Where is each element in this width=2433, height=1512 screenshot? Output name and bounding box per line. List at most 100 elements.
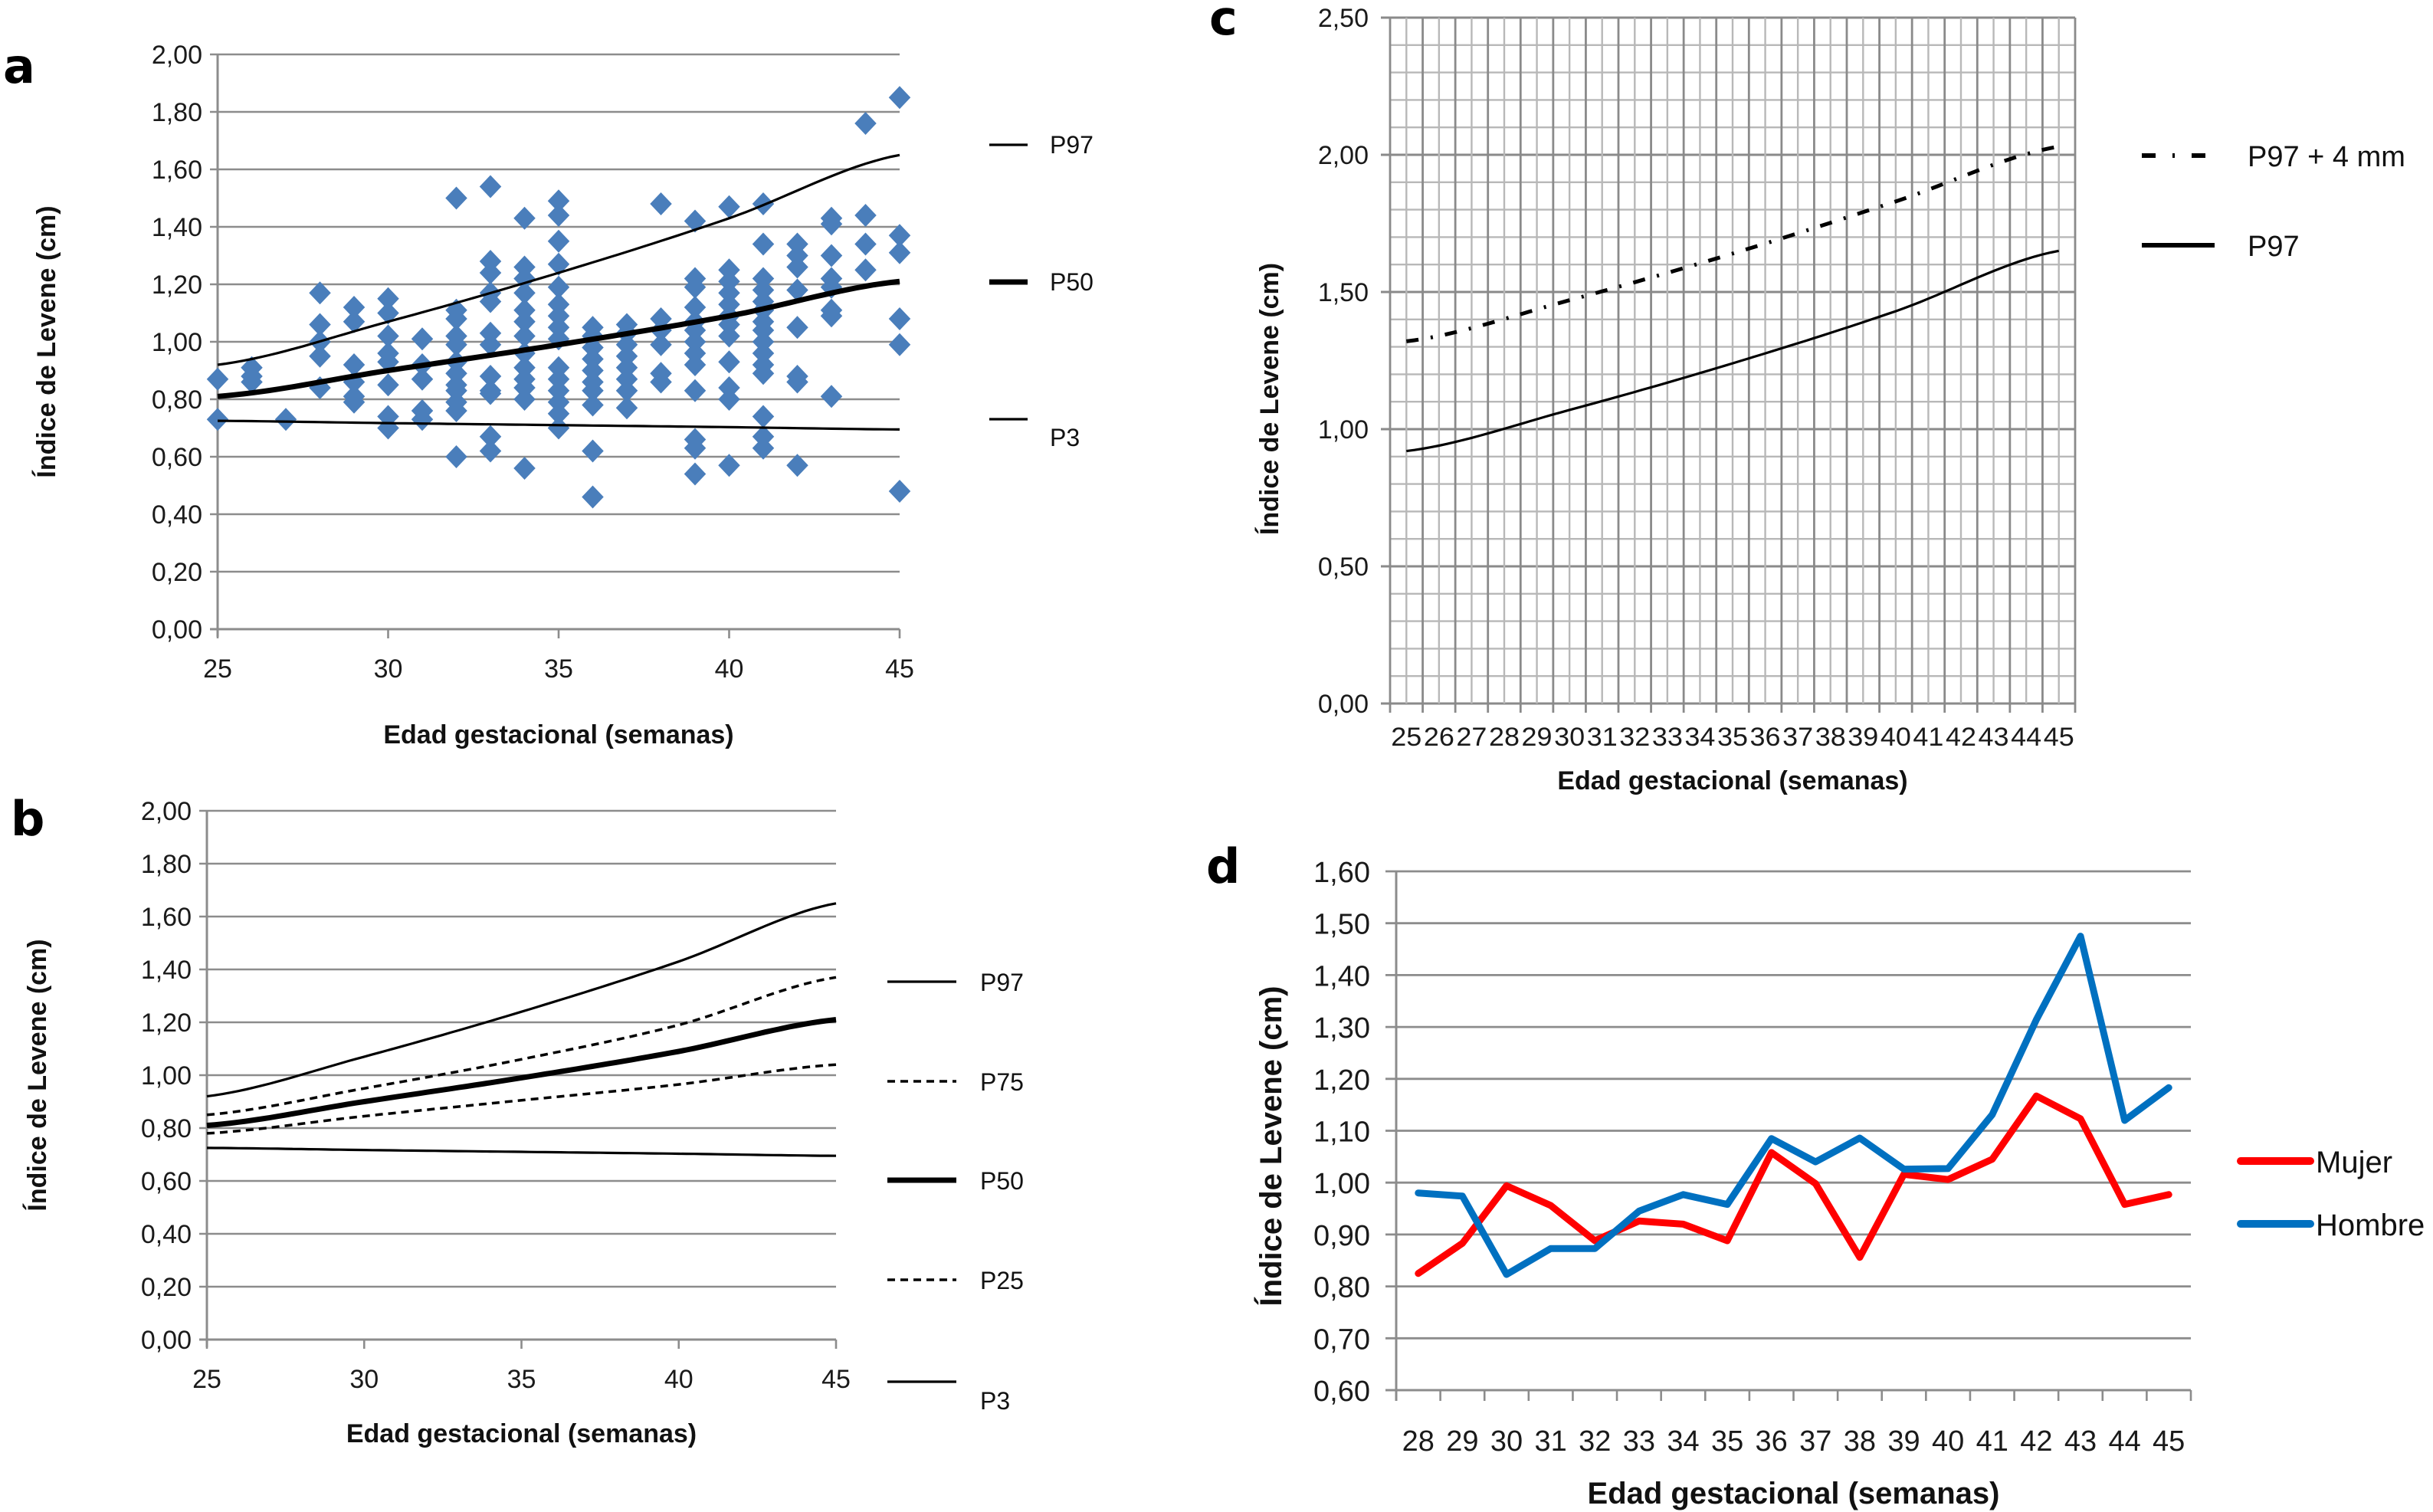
x-axis-title: Edad gestacional (semanas) [1588,1477,2000,1510]
data-point [650,370,672,394]
data-point [547,416,570,440]
data-point [582,393,604,417]
data-point [888,307,911,330]
x-tick-label: 45 [885,654,914,684]
data-point [786,278,808,302]
y-tick-label: 0,70 [1313,1323,1370,1356]
y-tick-label: 1,40 [1313,960,1370,992]
data-point [752,362,775,385]
data-point [377,324,399,348]
y-tick-label: 0,50 [1318,553,1369,582]
x-tick-label: 28 [1489,723,1520,752]
y-tick-label: 0,40 [141,1220,192,1249]
y-tick-label: 1,50 [1318,278,1369,307]
data-point [513,281,536,305]
y-tick-label: 1,10 [1313,1117,1370,1149]
x-tick-label: 28 [1402,1425,1435,1458]
series-line-p25 [206,1063,837,1135]
panel-b-chart: 0,00 0,20 0,40 0,60 0,80 1,00 1,20 1,40 1,60 1,80… [23,797,1024,1448]
x-tick-label: 31 [1587,723,1618,752]
y-tick-label: 0,20 [152,558,202,587]
data-point [786,255,808,279]
data-point [513,206,536,230]
panel-d-chart: 0,60 0,70 0,80 0,90 1,00 1,10 1,20 1,30 1,40 1,50… [1254,857,2425,1510]
x-tick-label: 30 [349,1365,379,1394]
data-point [718,324,740,348]
series-line-p50 [206,1017,837,1128]
data-point [547,275,570,299]
x-tick-label: 31 [1534,1425,1566,1458]
x-tick-label: 43 [1979,723,2009,752]
data-point [445,333,467,356]
x-tick-label: 40 [664,1365,694,1394]
x-tick-label: 41 [1913,723,1943,752]
series-line-p97 [206,902,837,1098]
x-tick-label: 35 [507,1365,536,1394]
data-point [854,232,877,256]
y-tick-label: 1,80 [152,98,202,127]
data-point [718,195,740,218]
data-point [411,327,434,351]
data-point [445,307,467,330]
legend-label: P25 [980,1267,1024,1294]
series-line-p3 [217,419,900,431]
x-tick-label: 44 [2108,1425,2140,1458]
data-point [513,388,536,411]
x-tick-label: 34 [1667,1425,1699,1458]
x-tick-label: 40 [1932,1425,1964,1458]
data-point [786,370,808,394]
y-tick-label: 1,20 [1313,1064,1370,1097]
data-point [547,402,570,425]
y-tick-label: 1,80 [141,850,192,879]
y-tick-label: 0,00 [152,615,202,644]
x-tick-label: 36 [1756,1425,1788,1458]
y-tick-label: 0,40 [152,500,202,530]
data-point [479,365,502,388]
x-axis-title: Edad gestacional (semanas) [1557,766,1907,795]
x-tick-label: 35 [1711,1425,1743,1458]
data-point [479,425,502,448]
y-tick-label: 0,60 [152,443,202,472]
legend-label: Hombre [2316,1209,2425,1242]
data-point [718,350,740,374]
data-point [411,408,434,431]
x-tick-label: 26 [1424,723,1454,752]
x-tick-label: 34 [1684,723,1715,752]
data-point [377,301,399,325]
data-point [820,304,843,328]
x-tick-label: 30 [1554,723,1585,752]
series-line-p97 [1406,249,2060,453]
y-tick-label: 0,80 [1313,1272,1370,1304]
panel-a-chart: 0,00 0,20 0,40 0,60 0,80 1,00 1,20 1,40 1,60 1,80… [32,41,1094,749]
y-axis-title: Índice de Levene (cm) [1255,263,1284,535]
data-point [615,379,638,402]
series-line-hombre [1415,933,2172,1278]
data-point [888,333,911,356]
data-point [479,333,502,356]
data-point [684,436,707,460]
data-point [752,405,775,428]
data-point [752,232,775,256]
legend-label: P50 [980,1167,1024,1195]
data-point [684,296,707,319]
legend-label: Mujer [2316,1146,2392,1179]
legend-label: P75 [980,1068,1024,1096]
y-tick-label: 0,90 [1313,1220,1370,1252]
x-tick-label: 27 [1456,723,1487,752]
data-point [343,310,366,333]
x-tick-label: 40 [1880,723,1911,752]
x-tick-label: 32 [1619,723,1650,752]
y-tick-label: 1,20 [152,271,202,300]
x-tick-label: 43 [2064,1425,2097,1458]
x-tick-label: 42 [2020,1425,2052,1458]
x-tick-label: 30 [374,654,403,684]
data-point [684,379,707,402]
data-point [684,462,707,486]
data-point [718,388,740,411]
y-tick-label: 0,00 [1318,690,1369,719]
data-point [309,344,331,368]
x-tick-label: 29 [1446,1425,1478,1458]
x-tick-label: 33 [1652,723,1683,752]
data-point [479,261,502,284]
y-tick-label: 1,60 [152,156,202,185]
